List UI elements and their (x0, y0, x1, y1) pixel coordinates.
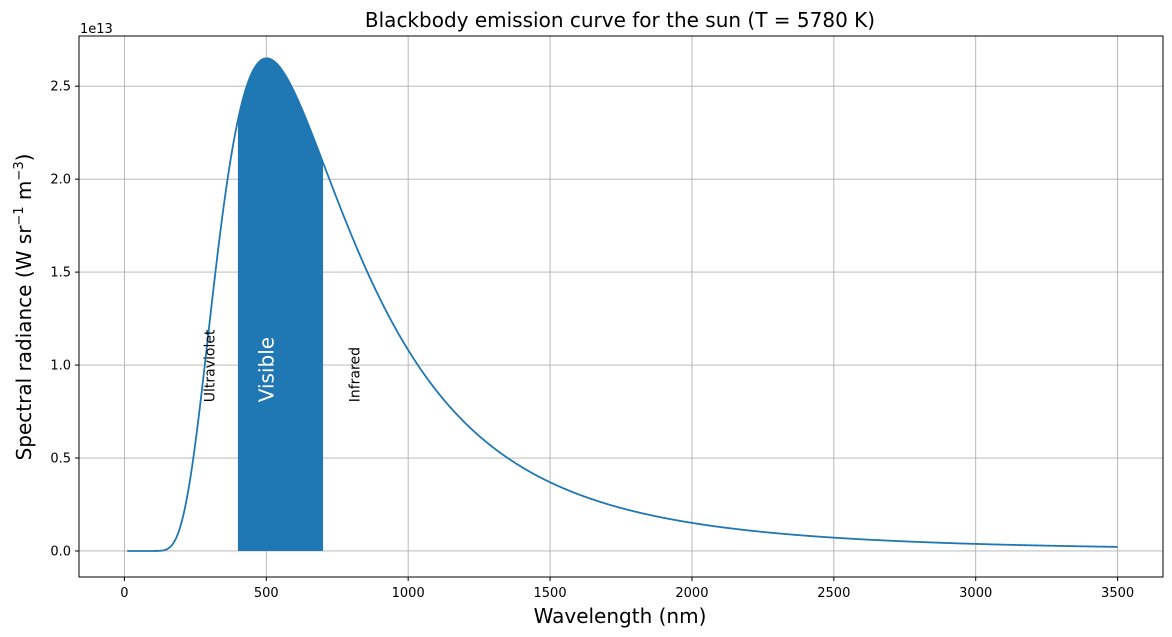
y-label-sup-1: −1 (12, 206, 27, 225)
y-offset-text: 1e13 (80, 22, 113, 37)
y-axis-ticks: 0.0 0.5 1.0 1.5 2.0 2.5 (50, 80, 79, 559)
annotation-visible: Visible (254, 337, 278, 402)
y-axis-label: Spectral radiance (W sr−1 m−3) (12, 154, 36, 461)
x-axis-ticks: 0 500 1000 1500 2000 2500 3000 3500 (120, 577, 1134, 601)
y-label-mid: m (12, 181, 36, 207)
x-tick-label: 3500 (1101, 586, 1134, 601)
annotation-infrared: Infrared (347, 347, 363, 402)
x-tick-label: 2500 (817, 586, 850, 601)
radiance-curve (127, 57, 1118, 552)
x-tick-label: 1000 (392, 586, 425, 601)
x-tick-label: 0 (120, 586, 128, 601)
x-tick-label: 2000 (675, 586, 708, 601)
y-label-sup-2: −3 (12, 161, 27, 180)
y-tick-label: 0.0 (50, 544, 71, 559)
x-tick-label: 500 (254, 586, 279, 601)
annotation-ultraviolet: Ultraviolet (203, 329, 219, 402)
plot-frame (78, 35, 1164, 578)
y-tick-label: 1.0 (50, 359, 71, 374)
y-tick-label: 2.0 (50, 173, 71, 188)
y-label-end: ) (12, 154, 36, 162)
x-tick-label: 3000 (959, 586, 992, 601)
annotations: Ultraviolet Visible Infrared (203, 329, 364, 402)
chart-title: Blackbody emission curve for the sun (T … (365, 8, 875, 32)
y-tick-label: 1.5 (50, 266, 71, 281)
y-tick-label: 2.5 (50, 80, 71, 95)
visible-band-fill (237, 58, 324, 551)
y-label-main: Spectral radiance (W sr (12, 225, 36, 461)
x-axis-label: Wavelength (nm) (534, 604, 707, 628)
y-tick-label: 0.5 (50, 452, 71, 467)
x-tick-label: 1500 (534, 586, 567, 601)
